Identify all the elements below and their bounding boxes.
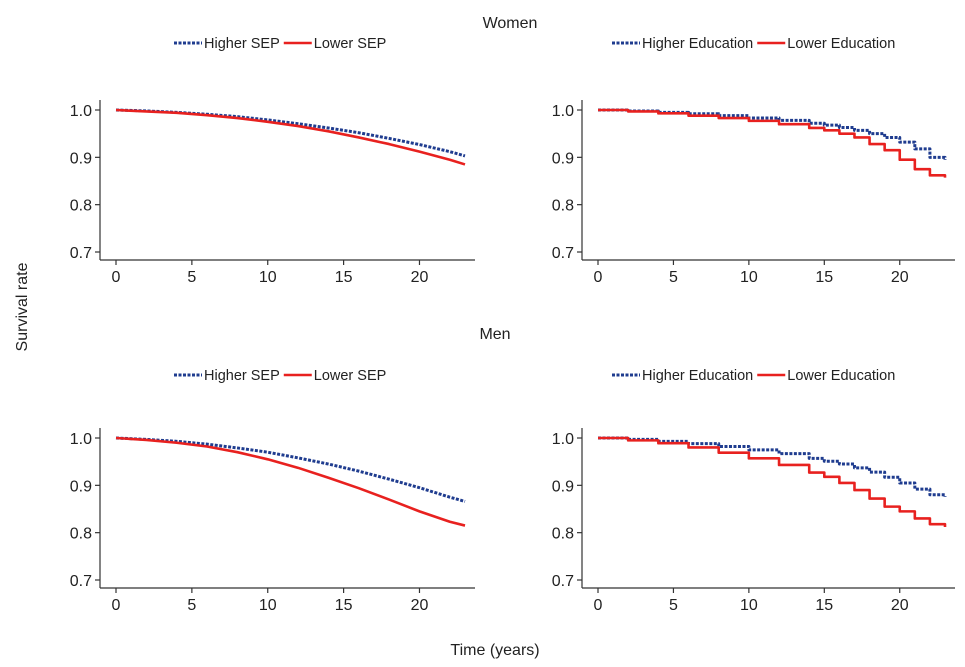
legend-label: Higher SEP [204,368,280,384]
legend: Higher SEP Lower SEP [174,368,386,384]
x-tick-label: 20 [411,269,429,286]
y-tick-label: 0.9 [70,150,92,167]
x-tick-label: 0 [112,269,121,286]
y-tick-label: 0.7 [70,573,92,590]
x-tick-label: 0 [594,269,603,286]
x-tick-label: 5 [187,269,196,286]
x-tick-label: 15 [815,597,833,614]
x-tick-label: 5 [187,597,196,614]
series-line-higher-sep [115,436,466,503]
legend-label: Lower Education [787,368,895,384]
x-tick-label: 20 [891,597,909,614]
x-tick-label: 0 [112,597,121,614]
x-tick-label: 15 [335,269,353,286]
legend: Higher SEP Lower SEP [174,36,386,52]
section-title-women: Women [483,15,538,32]
y-tick-label: 0.8 [552,198,574,215]
y-tick-label: 1.0 [552,431,574,448]
legend-label: Higher Education [642,36,753,52]
x-axis-label: Time (years) [450,642,539,659]
y-tick-label: 1.0 [70,103,92,120]
x-tick-label: 15 [335,597,353,614]
chart-panel-4: 0.7 0.8 0.9 1.0 0 5 10 15 20 Higher Education Lowe… [552,368,955,614]
series-line-lower-sep [115,436,466,527]
chart-panel-3: 0.7 0.8 0.9 1.0 0 5 10 15 20 Higher SEP Lower SEP [70,368,475,614]
legend-label: Lower Education [787,36,895,52]
y-tick-label: 1.0 [70,431,92,448]
y-tick-label: 1.0 [552,103,574,120]
x-tick-label: 10 [259,597,277,614]
series-line-lower-education [598,108,947,178]
series-line-lower-sep [115,108,466,166]
y-axis-label: Survival rate [14,262,31,351]
x-tick-label: 5 [669,597,678,614]
x-tick-label: 10 [740,269,758,286]
chart-panel-2: 0.7 0.8 0.9 1.0 0 5 10 15 20 Higher Education Lowe… [552,36,955,286]
chart-panel-1: 0.7 0.8 0.9 1.0 0 5 10 15 20 Higher SEP Lower SEP [70,36,475,286]
y-tick-label: 0.7 [70,245,92,262]
legend: Higher Education Lower Education [612,36,895,52]
y-tick-label: 0.9 [552,150,574,167]
series-line-lower-education [598,436,947,527]
y-tick-label: 0.7 [552,245,574,262]
y-tick-label: 0.8 [552,526,574,543]
y-tick-label: 0.9 [552,478,574,495]
x-tick-label: 20 [891,269,909,286]
y-tick-label: 0.8 [70,526,92,543]
legend-label: Higher Education [642,368,753,384]
section-title-men: Men [479,326,510,343]
y-tick-label: 0.9 [70,478,92,495]
x-tick-label: 5 [669,269,678,286]
series-line-higher-education [598,108,947,160]
legend: Higher Education Lower Education [612,368,895,384]
legend-label: Lower SEP [314,368,387,384]
x-tick-label: 10 [740,597,758,614]
x-tick-label: 10 [259,269,277,286]
x-tick-label: 20 [411,597,429,614]
y-tick-label: 0.8 [70,198,92,215]
series-line-higher-education [598,436,947,497]
x-tick-label: 0 [594,597,603,614]
legend-label: Higher SEP [204,36,280,52]
legend-label: Lower SEP [314,36,387,52]
x-tick-label: 15 [815,269,833,286]
y-tick-label: 0.7 [552,573,574,590]
